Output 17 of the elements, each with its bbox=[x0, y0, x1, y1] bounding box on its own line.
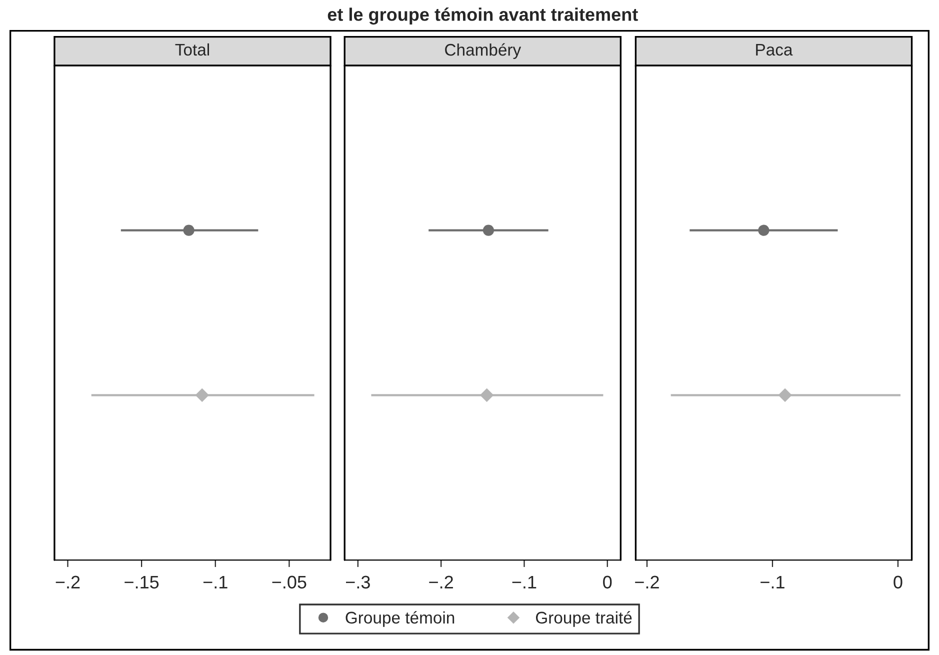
x-tick-label: −.1 bbox=[512, 576, 536, 588]
x-tick-label: −.15 bbox=[124, 576, 159, 589]
x-tick-label: −.2 bbox=[635, 576, 659, 588]
chart-subtitle: Paca bbox=[756, 44, 793, 56]
x-tick-label: −.1 bbox=[203, 576, 228, 588]
legend-label: Groupe témoin bbox=[346, 611, 454, 627]
x-tick-label: −.2 bbox=[56, 576, 80, 588]
chart-subtitle: Chambéry bbox=[445, 43, 522, 60]
x-tick-label: 0 bbox=[603, 576, 612, 589]
x-tick-label: 0 bbox=[894, 576, 902, 589]
chart-title: et le groupe témoin avant traitement bbox=[328, 8, 638, 25]
x-tick-label: −.05 bbox=[272, 576, 306, 589]
x-tick-label: −.3 bbox=[346, 576, 370, 589]
chart-subtitle: Total bbox=[175, 43, 209, 56]
legend-label: Groupe traité bbox=[536, 611, 632, 627]
x-tick-label: −.1 bbox=[760, 576, 784, 588]
x-tick-label: −.2 bbox=[429, 576, 453, 588]
